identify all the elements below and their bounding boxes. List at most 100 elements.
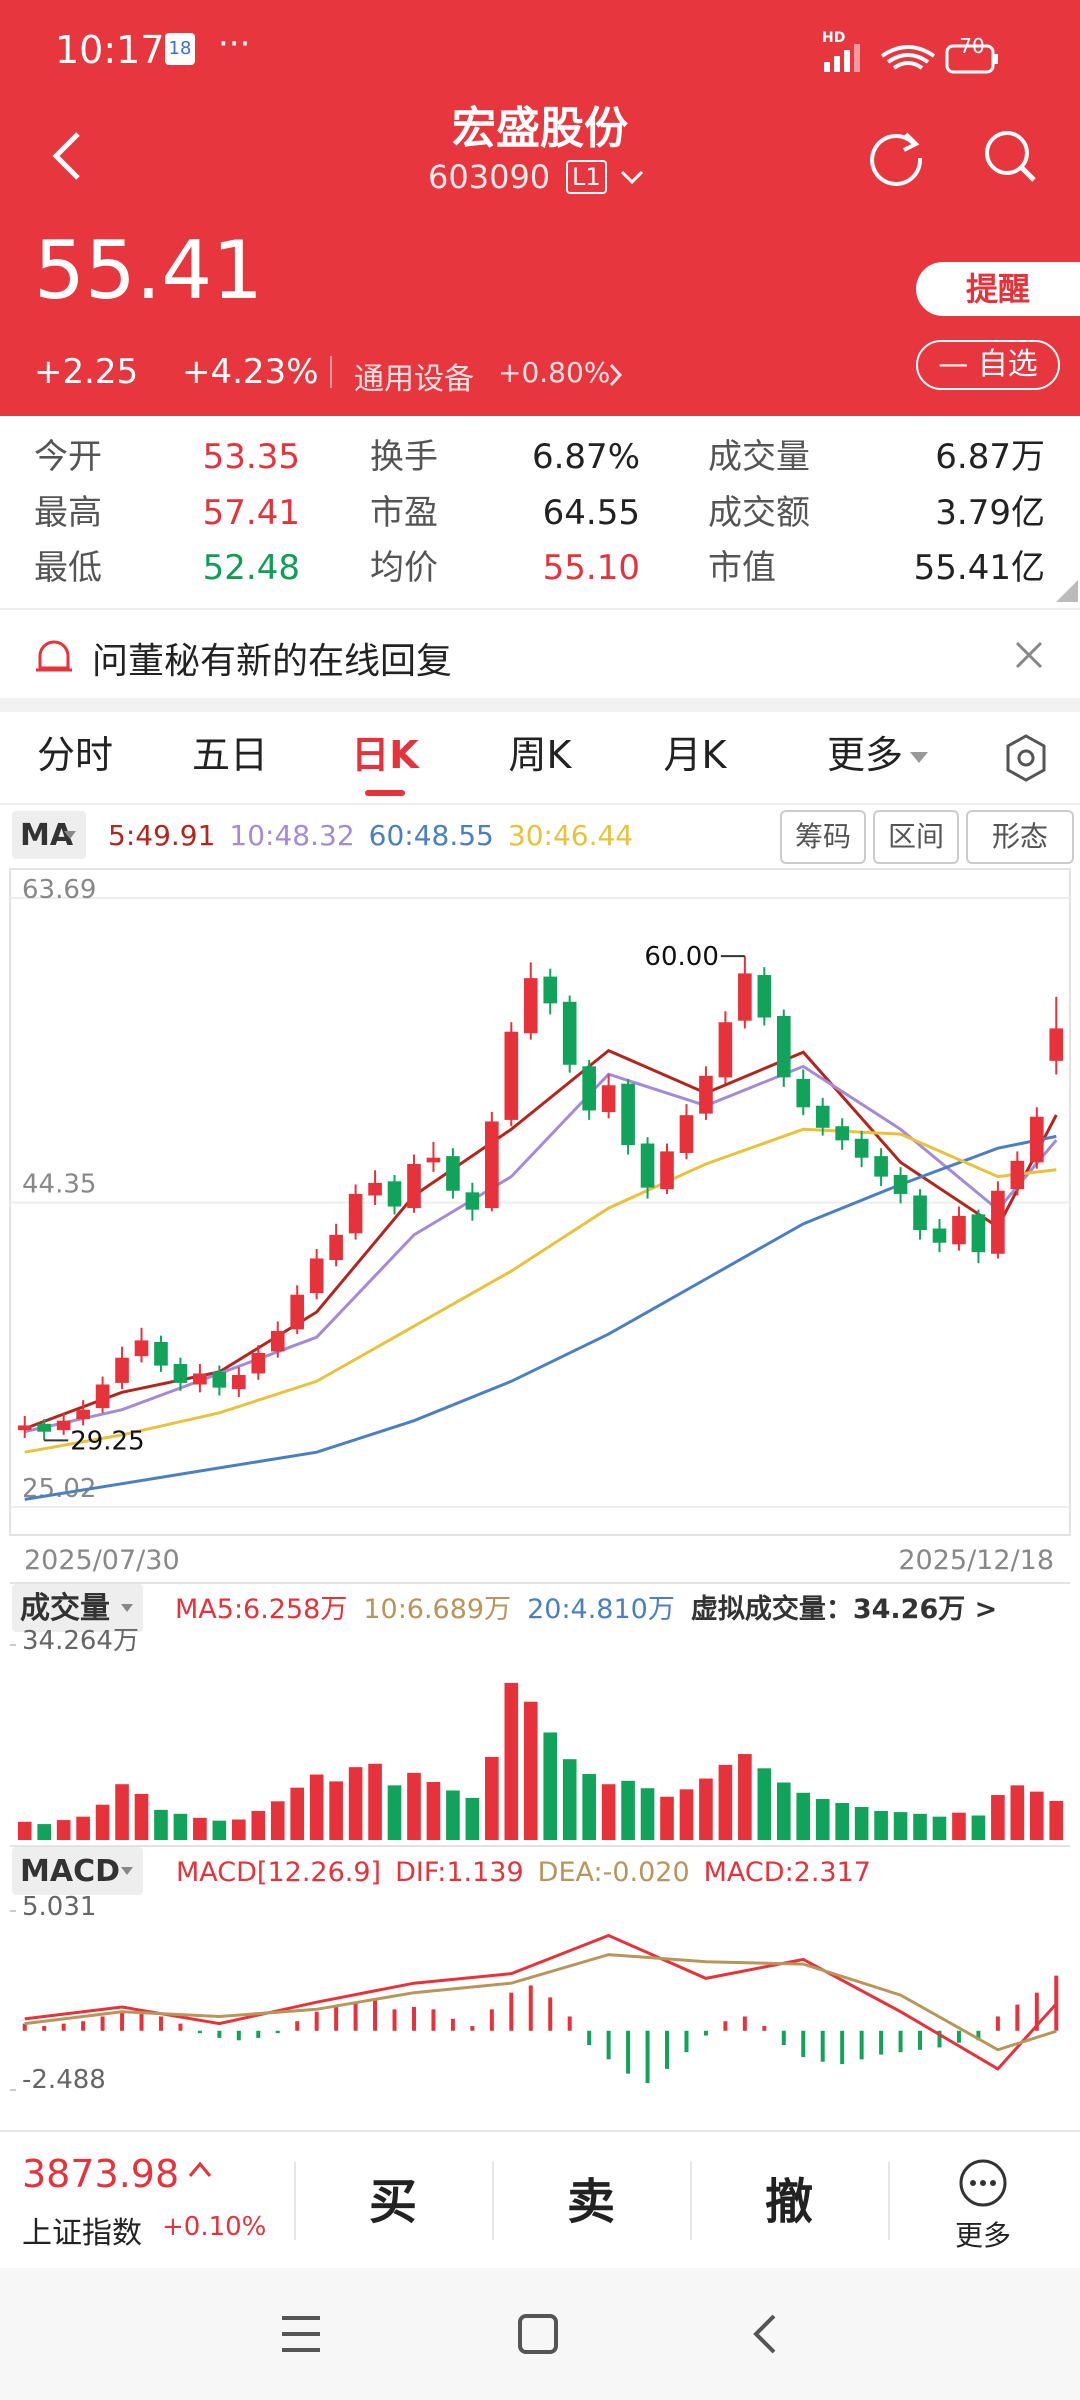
candle-body xyxy=(1049,1028,1064,1061)
volume-bar xyxy=(212,1820,227,1840)
more-icon[interactable] xyxy=(958,2158,1008,2208)
quote-value: 3.79亿 xyxy=(935,493,1045,533)
candle-body xyxy=(270,1330,285,1352)
candle-body xyxy=(76,1409,90,1420)
tool-button[interactable]: 区间 xyxy=(873,810,959,864)
candle-body xyxy=(115,1357,129,1383)
candle-body xyxy=(426,1157,441,1163)
ma-line xyxy=(24,1134,1057,1501)
tab[interactable]: 五日 xyxy=(191,733,268,777)
candle-body xyxy=(913,1195,927,1231)
ma-legend: 10:48.32 xyxy=(229,819,354,852)
remind-label: 提醒 xyxy=(965,270,1030,308)
divider xyxy=(492,2162,494,2240)
quote-value: 57.41 xyxy=(202,493,300,533)
volume-bar xyxy=(485,1756,499,1840)
volume-bar xyxy=(134,1793,149,1840)
volume-bar xyxy=(426,1781,441,1840)
candle-body xyxy=(835,1126,849,1141)
macd-legend: DIF:1.139 xyxy=(395,1857,524,1888)
volume-bar xyxy=(309,1774,324,1840)
code-dropdown[interactable] xyxy=(620,170,644,186)
x-start-label: 2025/07/30 xyxy=(24,1545,180,1576)
notice-text: 问董秘有新的在线回复 xyxy=(92,641,453,682)
candle-body xyxy=(1010,1160,1025,1190)
tool-button[interactable]: 形态 xyxy=(966,810,1074,864)
macd-legend: MACD:2.317 xyxy=(704,1857,871,1888)
macd-line xyxy=(24,1953,1057,2052)
tab-divider xyxy=(0,803,1080,805)
candle-body xyxy=(387,1181,402,1207)
candle-body xyxy=(95,1384,110,1409)
last-price: 55.41 xyxy=(34,224,264,317)
max-label: 60.00 xyxy=(644,942,718,972)
volume-bar xyxy=(368,1763,382,1840)
quote-label: 市盈 xyxy=(370,493,438,533)
quote-value: 55.10 xyxy=(542,548,640,588)
candle-body xyxy=(582,1066,596,1111)
tool-button[interactable]: 筹码 xyxy=(780,810,866,864)
selector-label: MACD xyxy=(20,1854,120,1889)
selector-label: 成交量 xyxy=(20,1591,110,1626)
y-tick-label: 63.69 xyxy=(22,875,96,905)
back-button[interactable] xyxy=(48,128,88,184)
notice-bar[interactable]: 问董秘有新的在线回复 xyxy=(0,608,1080,700)
notification-badge: 18 xyxy=(165,33,195,65)
settings-button[interactable] xyxy=(1004,734,1048,782)
nav-icons xyxy=(282,2314,776,2354)
candle-body xyxy=(37,1423,52,1432)
trade-button[interactable]: 买 xyxy=(368,2174,417,2230)
volume-bar xyxy=(407,1772,421,1840)
bottom-bar: 3873.98 上证指数 +0.10% 买 卖 撤 更多 xyxy=(0,2130,1080,2270)
volume-bar xyxy=(173,1813,188,1840)
volume-bar xyxy=(193,1817,207,1840)
candle-body xyxy=(815,1105,830,1128)
divider xyxy=(294,2162,296,2240)
selector-caret xyxy=(121,1867,133,1875)
quote-label: 换手 xyxy=(370,437,438,477)
watchlist-button[interactable]: — 自选 xyxy=(916,340,1060,390)
level-badge: L1 xyxy=(566,160,607,194)
volume-bar xyxy=(1029,1791,1044,1840)
price-change-pct: +4.23% xyxy=(182,352,319,392)
quote-value: 6.87万 xyxy=(935,437,1045,477)
more-label[interactable]: 更多 xyxy=(954,2219,1011,2252)
candle-body xyxy=(738,973,752,1021)
volume-bar xyxy=(95,1804,110,1840)
volume-bar xyxy=(37,1824,52,1840)
tab[interactable]: 日K xyxy=(351,733,419,777)
volume-bar xyxy=(543,1732,558,1840)
charts: MA 5:49.91 10:48.32 60:48.55 30:46.44 63.69 44… xyxy=(9,811,1071,2095)
remind-button[interactable]: 提醒 xyxy=(916,262,1080,316)
trade-button[interactable]: 撤 xyxy=(764,2174,813,2230)
volume-bar xyxy=(776,1782,791,1840)
candle-body xyxy=(17,1425,32,1431)
sector-name[interactable]: 通用设备 xyxy=(354,362,474,397)
candle-body xyxy=(757,975,772,1018)
sector-change[interactable]: +0.80% xyxy=(498,356,611,389)
candle-body xyxy=(407,1163,421,1209)
candle-body xyxy=(232,1375,246,1390)
candle-body xyxy=(446,1156,460,1191)
candle-body xyxy=(971,1214,986,1253)
tab[interactable]: 分时 xyxy=(36,733,113,777)
quote-label: 均价 xyxy=(370,548,438,588)
tab[interactable]: 周K xyxy=(508,733,572,777)
quote-label: 市值 xyxy=(708,548,776,588)
tab[interactable]: 月K xyxy=(663,733,727,777)
volume-bar xyxy=(154,1809,168,1840)
quote-value: 6.87% xyxy=(531,437,640,477)
candle-body xyxy=(718,1022,733,1078)
candle-body xyxy=(543,976,558,1004)
macd-line xyxy=(24,1933,1058,2071)
trade-button[interactable]: 卖 xyxy=(566,2174,615,2230)
refresh-button[interactable] xyxy=(866,126,926,186)
volume-bar xyxy=(17,1821,32,1840)
tab[interactable]: 更多 xyxy=(826,733,903,777)
volume-bar xyxy=(796,1792,811,1840)
divider xyxy=(330,356,332,388)
quote-label: 今开 xyxy=(34,437,102,477)
close-notice[interactable] xyxy=(1014,640,1044,670)
search-button[interactable] xyxy=(980,126,1040,186)
